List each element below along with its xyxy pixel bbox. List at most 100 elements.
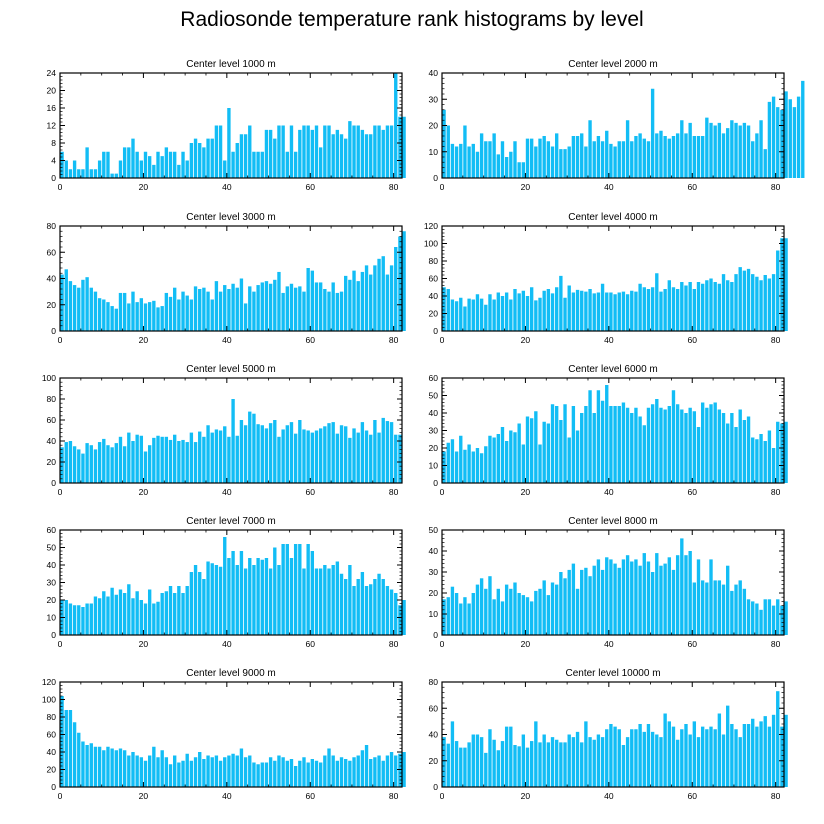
histogram-bar [306,268,310,331]
histogram-bar [227,558,231,635]
histogram-bar [389,422,394,483]
y-tick-label: 50 [429,391,439,401]
histogram-bar [193,757,198,787]
histogram-bar [102,299,106,331]
histogram-bar [759,434,763,483]
histogram-bar [168,586,173,635]
histogram-bar [60,151,64,178]
histogram-bar [193,286,198,331]
histogram-bar [68,169,73,178]
histogram-bar [106,445,110,483]
histogram-bar [214,755,219,787]
histogram-bar [85,603,89,635]
histogram-bar [709,278,713,331]
histogram-bar [164,436,169,483]
histogram-bar [525,597,530,635]
histogram-bar [327,291,331,331]
histogram-bar [206,755,210,787]
histogram-bar [285,286,289,331]
histogram-bar [248,558,252,635]
histogram-bar [135,434,139,483]
histogram-bar [135,151,139,178]
histogram-bar [97,442,102,483]
histogram-bar [755,726,759,787]
histogram-bar [504,584,509,635]
histogram-bar [356,579,360,635]
panel-title: Center level 3000 m [186,212,276,223]
histogram-bar [173,593,177,635]
histogram-bar [571,406,576,483]
histogram-bar [696,737,701,787]
histogram-bar [467,742,471,787]
histogram-bar [492,739,496,787]
histogram-bar [152,164,156,178]
histogram-bar [563,297,567,331]
histogram-bar [705,729,709,787]
y-tick-label: 20 [47,595,57,605]
histogram-bar [114,173,118,178]
histogram-bar [675,404,680,483]
histogram-bar [546,141,551,178]
histogram-bar [534,721,538,787]
y-tick-label: 100 [42,373,56,383]
x-tick-label: 0 [58,182,63,192]
x-tick-label: 40 [604,791,614,801]
histogram-bar [713,125,717,178]
histogram-bar [738,267,742,331]
histogram-bar [630,561,634,635]
histogram-bar [373,757,377,787]
histogram-bar [314,282,319,331]
histogram-bar [89,603,93,635]
histogram-bar [500,296,505,331]
histogram-bar [127,584,131,635]
histogram-bar [454,741,459,787]
histogram-bar [310,432,315,483]
histogram-bar [139,435,144,483]
histogram-bar [327,748,331,787]
histogram-bar [655,273,659,331]
histogram-bar [302,429,306,483]
histogram-bar [517,423,521,483]
histogram-bar [339,757,344,787]
histogram-bar [650,731,655,787]
histogram-bar [239,278,244,331]
histogram-bar [488,729,492,787]
histogram-bar [667,280,671,331]
histogram-bar [97,160,102,178]
histogram-bar [152,603,156,635]
histogram-bar [231,283,235,331]
histogram-bar [356,281,360,331]
histogram-bar [93,449,98,483]
histogram-bar [102,750,106,787]
histogram-bar [705,280,709,331]
histogram-bar [97,598,102,635]
histogram-bar [231,551,235,635]
x-tick-label: 80 [771,639,781,649]
histogram-bar [479,453,484,483]
histogram-bar [459,435,463,483]
histogram-bar [705,117,709,178]
histogram-bar [663,136,667,178]
histogram-bar [285,544,289,635]
histogram-bar [742,588,747,635]
histogram-bar [484,588,488,635]
histogram-bar [156,435,160,483]
y-tick-label: 20 [47,765,57,775]
x-tick-label: 60 [688,487,698,497]
histogram-bar [621,291,626,331]
histogram-bar [763,716,767,787]
histogram-bar [256,151,260,178]
histogram-bar [692,721,697,787]
histogram-bar [488,294,492,331]
histogram-bar [85,277,89,331]
histogram-bar [751,437,755,483]
histogram-bar [605,292,609,331]
panel-title: Center level 1000 m [186,59,276,70]
histogram-bar [277,271,281,331]
histogram-bar [381,417,385,483]
panel-title: Center level 6000 m [568,364,658,375]
x-tick-label: 40 [604,335,614,345]
panel-1: Center level 1000 m 0 20 40 60 80 0 4 8 12 16 20 24 [47,59,406,192]
histogram-bar [310,129,315,178]
histogram-bar [273,420,277,483]
